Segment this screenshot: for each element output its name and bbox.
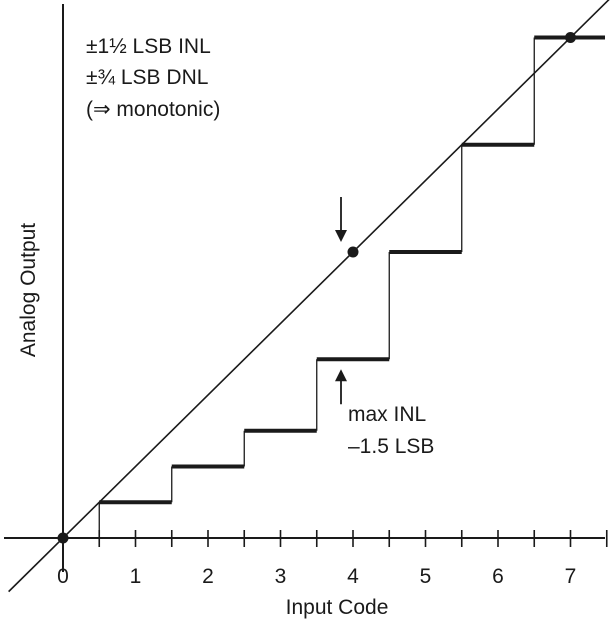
highlight-point bbox=[565, 32, 576, 43]
highlight-points bbox=[57, 32, 576, 544]
spec-monotonic: (⇒ monotonic) bbox=[86, 98, 220, 121]
x-tick-label: 0 bbox=[57, 565, 69, 588]
x-axis-title: Input Code bbox=[286, 596, 389, 619]
x-tick-labels: 0 1 2 3 4 5 6 7 bbox=[57, 565, 576, 588]
y-axis-title: Analog Output bbox=[17, 223, 40, 357]
axes bbox=[4, 4, 605, 572]
highlight-point bbox=[57, 532, 69, 544]
x-tick-label: 6 bbox=[492, 565, 504, 588]
max-inl-label: max INL bbox=[348, 403, 426, 426]
x-tick-label: 3 bbox=[275, 565, 287, 588]
highlight-point bbox=[347, 246, 359, 258]
spec-inl: ±1½ LSB INL bbox=[86, 35, 211, 58]
staircase-transfer-function bbox=[98, 35, 605, 538]
spec-dnl: ±¾ LSB DNL bbox=[86, 66, 208, 89]
ideal-transfer-line bbox=[8, 0, 610, 593]
x-ticks bbox=[98, 530, 608, 547]
arrow-up-head bbox=[335, 369, 347, 382]
arrow-down-head bbox=[335, 230, 347, 242]
x-tick-label: 1 bbox=[130, 565, 142, 588]
x-tick-label: 7 bbox=[565, 565, 577, 588]
inl-arrows bbox=[335, 197, 347, 405]
x-tick-label: 5 bbox=[420, 565, 432, 588]
max-inl-value: –1.5 LSB bbox=[348, 435, 434, 458]
x-tick-label: 2 bbox=[202, 565, 214, 588]
x-tick-label: 4 bbox=[347, 565, 359, 588]
